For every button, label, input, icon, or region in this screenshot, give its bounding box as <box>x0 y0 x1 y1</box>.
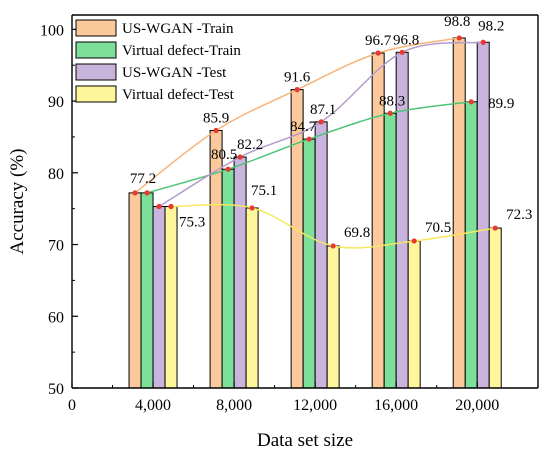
legend-swatch-2 <box>75 63 117 81</box>
marker-s3-1 <box>249 205 255 211</box>
bar-s2-1 <box>233 156 247 389</box>
bar-s0-0 <box>128 192 142 389</box>
x-tick-label-4: 16,000 <box>374 397 418 414</box>
bar-s0-4 <box>452 37 466 389</box>
bar-s1-0 <box>140 192 154 389</box>
bar-s1-2 <box>302 138 316 389</box>
marker-s1-0 <box>144 190 150 196</box>
marker-s2-4 <box>480 39 486 45</box>
bar-s3-3 <box>407 240 421 389</box>
x-axis-title: Data set size <box>257 430 353 451</box>
bar-s2-0 <box>152 206 166 389</box>
marker-s1-3 <box>387 110 393 116</box>
marker-s2-3 <box>399 49 405 55</box>
marker-s2-0 <box>156 203 162 210</box>
y-tick-label-0: 50 <box>48 381 64 398</box>
marker-s0-2 <box>294 87 300 93</box>
x-tick-label-3: 12,000 <box>293 397 337 414</box>
data-label-10: 96.7 <box>365 33 392 49</box>
y-axis-title: Accuracy (%) <box>7 148 28 254</box>
data-label-0: 77.2 <box>130 171 156 187</box>
data-label-3: 80.5 <box>211 147 237 163</box>
data-label-15: 89.9 <box>488 96 514 112</box>
data-label-7: 84.7 <box>290 119 317 135</box>
x-tick-label-0: 0 <box>68 397 76 414</box>
data-label-16: 98.2 <box>478 18 504 34</box>
data-label-8: 87.1 <box>310 102 336 118</box>
marker-s0-4 <box>456 35 462 41</box>
data-label-2: 85.9 <box>203 110 229 126</box>
bar-s3-1 <box>245 207 259 389</box>
x-tick-label-2: 8,000 <box>216 397 252 414</box>
legend-swatch-0 <box>75 19 117 37</box>
marker-s3-4 <box>492 225 498 231</box>
y-tick-label-1: 60 <box>48 309 64 326</box>
legend-swatch-1 <box>75 41 117 59</box>
legend-label-1: Virtual defect-Train <box>122 43 241 59</box>
x-tick-label-5: 20,000 <box>455 397 499 414</box>
axes-layer: 0 4,000 8,000 12,000 16,000 20,000 50 60 70 80 90 1… <box>7 14 539 451</box>
bar-s3-4 <box>488 227 502 389</box>
marker-s0-0 <box>132 190 138 196</box>
data-label-11: 88.3 <box>379 93 405 109</box>
legend: US-WGAN -Train Virtual defect-Train US-WGA… <box>75 19 241 103</box>
marker-s2-1 <box>237 154 243 160</box>
legend-label-0: US-WGAN -Train <box>122 21 234 37</box>
bar-s2-2 <box>314 121 328 389</box>
data-label-17: 72.3 <box>506 207 532 223</box>
bar-s3-0 <box>164 206 178 389</box>
data-label-4: 82.2 <box>237 137 263 153</box>
data-label-6: 91.6 <box>284 70 311 86</box>
bar-s3-2 <box>326 245 340 389</box>
data-label-13: 70.5 <box>425 220 451 236</box>
marker-s3-3 <box>411 238 417 244</box>
marker-s1-1 <box>225 166 231 172</box>
x-tick-label-1: 4,000 <box>135 397 171 414</box>
bar-s1-3 <box>383 112 397 389</box>
y-tick-label-3: 80 <box>48 166 64 183</box>
y-tick-label-5: 100 <box>40 22 64 39</box>
marker-s1-2 <box>306 136 312 142</box>
marker-s3-0 <box>168 203 174 210</box>
bar-s2-4 <box>476 41 490 389</box>
bar-s1-4 <box>464 101 478 389</box>
marker-s0-3 <box>375 50 381 56</box>
markers-layer <box>132 35 498 249</box>
marker-s3-2 <box>330 243 336 249</box>
data-label-5: 75.1 <box>251 183 277 199</box>
marker-s2-2 <box>318 119 324 125</box>
data-label-9: 69.8 <box>344 225 370 241</box>
legend-label-3: Virtual defect-Test <box>122 87 235 103</box>
data-label-1: 75.3 <box>179 215 205 231</box>
data-label-12: 96.8 <box>393 32 419 48</box>
marker-s0-1 <box>213 127 219 134</box>
legend-label-2: US-WGAN -Test <box>122 65 227 81</box>
data-labels-layer: 77.2 75.3 85.9 80.582.2 75.1 91.6 84.787.1 69.8… <box>130 14 532 241</box>
y-tick-label-4: 90 <box>48 94 64 111</box>
data-label-14: 98.8 <box>444 14 470 30</box>
y-tick-label-2: 70 <box>48 238 64 255</box>
marker-s1-4 <box>468 99 474 105</box>
bar-s0-1 <box>209 129 223 389</box>
bar-s1-1 <box>221 168 235 389</box>
legend-swatch-3 <box>75 85 117 103</box>
